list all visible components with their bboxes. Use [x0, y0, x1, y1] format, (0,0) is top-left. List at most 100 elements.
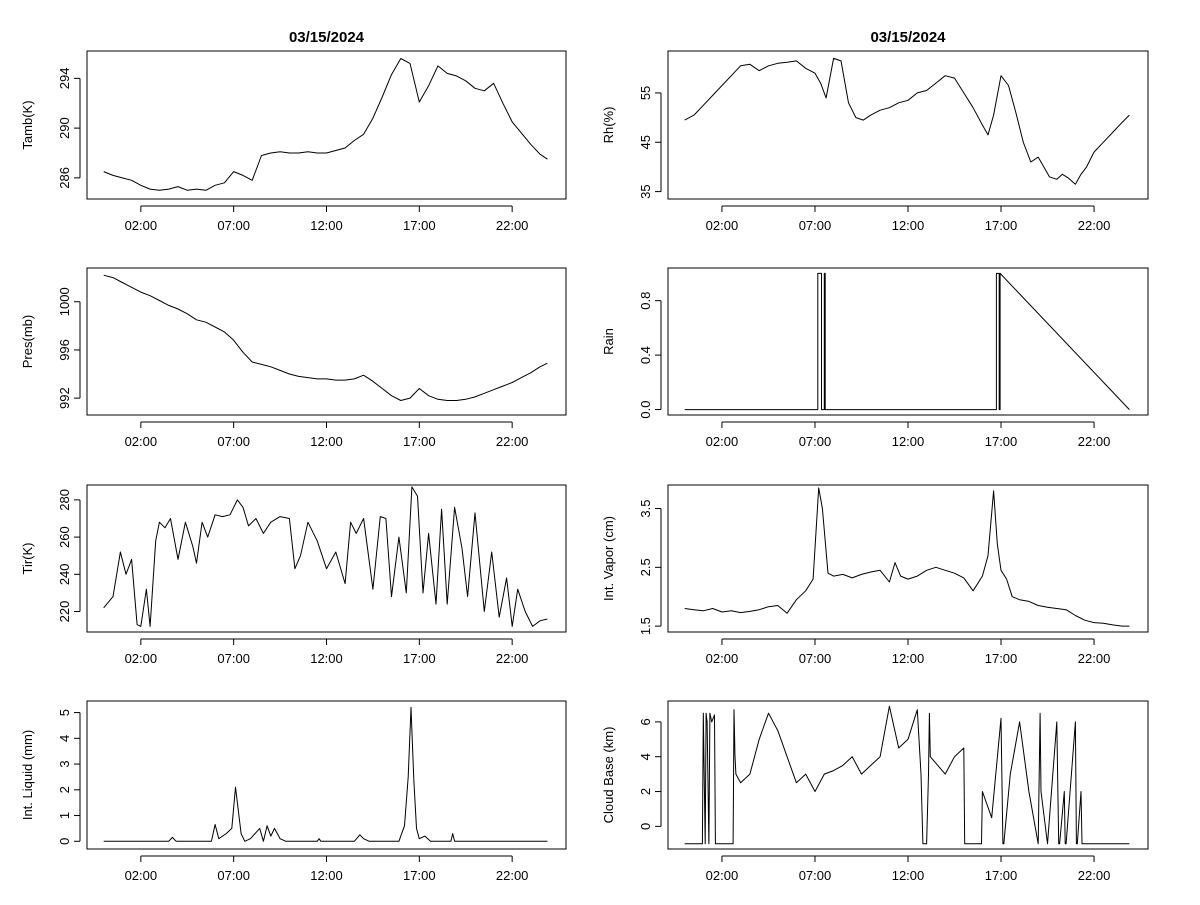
- x-tick-label-vapor: 07:00: [799, 651, 832, 666]
- y-tick-label-rain: 0.8: [638, 292, 653, 310]
- x-tick-label-pres: 22:00: [496, 434, 529, 449]
- x-tick-label-liquid: 07:00: [217, 868, 250, 883]
- y-tick-label-pres: 992: [57, 387, 72, 409]
- x-tick-label-cloud: 07:00: [799, 868, 832, 883]
- x-tick-label-tir: 17:00: [403, 651, 436, 666]
- panel-rh: 03/15/2024 Rh(%) 35 45 55 02:00 07:00 12:00 17:0…: [601, 29, 1149, 233]
- y-tick-label-pres: 996: [57, 339, 72, 361]
- x-tick-label-vapor: 12:00: [892, 651, 925, 666]
- series-line-cloud: [684, 705, 1130, 845]
- x-tick-label-vapor: 22:00: [1078, 651, 1111, 666]
- plot-frame-tamb: [86, 50, 567, 200]
- y-tick-label-rain: 0.0: [638, 401, 653, 419]
- y-tick-label-liquid: 0: [57, 838, 72, 845]
- y-tick-label-rh: 35: [638, 184, 653, 198]
- y-axis-label-rain: Rain: [601, 328, 616, 355]
- y-tick-label-cloud: 4: [638, 753, 653, 760]
- series-line-tir: [103, 486, 548, 627]
- y-tick-label-liquid: 5: [57, 709, 72, 716]
- y-tick-label-tamb: 286: [57, 167, 72, 189]
- y-tick-label-rain: 0.4: [638, 346, 653, 364]
- x-tick-label-liquid: 12:00: [310, 868, 343, 883]
- x-tick-label-tir: 22:00: [496, 651, 529, 666]
- x-tick-label-rain: 17:00: [985, 434, 1018, 449]
- x-tick-label-rh: 07:00: [799, 218, 832, 233]
- x-tick-label-pres: 12:00: [310, 434, 343, 449]
- panel-cloud: Cloud Base (km) 0 2 4 6 02:00 07:00 12:00 17:00 2…: [601, 700, 1149, 883]
- x-tick-label-rain: 02:00: [706, 434, 739, 449]
- panel-liquid: Int. Liquid (mm) 0 1 2 3 4 5 02:00 07:00 12:00 17:…: [20, 700, 567, 883]
- x-tick-label-cloud: 02:00: [706, 868, 739, 883]
- y-axis-label-liquid: Int. Liquid (mm): [20, 730, 35, 820]
- x-tick-label-liquid: 02:00: [125, 868, 158, 883]
- y-axis-label-vapor: Int. Vapor (cm): [601, 516, 616, 601]
- x-tick-label-liquid: 17:00: [403, 868, 436, 883]
- x-tick-label-tamb: 17:00: [403, 218, 436, 233]
- x-tick-label-cloud: 12:00: [892, 868, 925, 883]
- y-tick-label-liquid: 3: [57, 760, 72, 767]
- y-tick-label-tir: 260: [57, 526, 72, 548]
- plot-frame-tir: [86, 484, 567, 633]
- series-line-vapor: [684, 487, 1130, 627]
- chart-title-rh: 03/15/2024: [870, 29, 946, 46]
- x-tick-label-rh: 12:00: [892, 218, 925, 233]
- y-tick-label-tamb: 294: [57, 68, 72, 90]
- x-tick-label-tir: 12:00: [310, 651, 343, 666]
- x-tick-label-cloud: 22:00: [1078, 868, 1111, 883]
- panel-tir: Tir(K) 220 240 260 280 02:00 07:00 12:00 17:00 22…: [20, 484, 567, 666]
- panel-rain: Rain 0.0 0.4 0.8 02:00 07:00 12:00 17:00 22:00: [601, 267, 1149, 449]
- x-tick-label-cloud: 17:00: [985, 868, 1018, 883]
- series-line-pres: [103, 274, 548, 401]
- y-tick-label-tamb: 290: [57, 117, 72, 139]
- panel-pres: Pres(mb) 992 996 1000 02:00 07:00 12:00 17:00 22…: [20, 267, 567, 449]
- x-tick-label-tamb: 02:00: [125, 218, 158, 233]
- y-tick-label-cloud: 6: [638, 718, 653, 725]
- y-tick-label-cloud: 0: [638, 823, 653, 830]
- y-tick-label-tir: 280: [57, 489, 72, 511]
- y-axis-label-tamb: Tamb(K): [20, 100, 35, 149]
- x-tick-label-rain: 12:00: [892, 434, 925, 449]
- plot-frame-vapor: [667, 484, 1149, 633]
- series-line-rain: [684, 272, 1130, 411]
- y-axis-label-rh: Rh(%): [601, 107, 616, 144]
- plot-frame-rh: [667, 50, 1149, 200]
- x-tick-label-rh: 02:00: [706, 218, 739, 233]
- y-tick-label-tir: 220: [57, 601, 72, 623]
- x-tick-label-vapor: 02:00: [706, 651, 739, 666]
- panel-tamb: 03/15/2024 Tamb(K) 286 290 294 02:00 07:00 12:0…: [20, 29, 567, 233]
- y-tick-label-liquid: 2: [57, 786, 72, 793]
- y-tick-label-rh: 45: [638, 135, 653, 149]
- y-tick-label-vapor: 2.5: [638, 558, 653, 576]
- y-axis-label-tir: Tir(K): [20, 542, 35, 574]
- y-axis-label-cloud: Cloud Base (km): [601, 727, 616, 824]
- x-tick-label-rain: 22:00: [1078, 434, 1111, 449]
- y-tick-label-rh: 55: [638, 86, 653, 100]
- x-tick-label-pres: 02:00: [125, 434, 158, 449]
- plot-frame-liquid: [86, 700, 567, 850]
- y-tick-label-pres: 1000: [57, 287, 72, 316]
- y-tick-label-vapor: 1.5: [638, 617, 653, 635]
- x-tick-label-rh: 22:00: [1078, 218, 1111, 233]
- y-tick-label-tir: 240: [57, 563, 72, 585]
- series-line-tamb: [103, 58, 548, 191]
- x-tick-label-rain: 07:00: [799, 434, 832, 449]
- x-tick-label-pres: 07:00: [217, 434, 250, 449]
- plot-frame-cloud: [667, 700, 1149, 850]
- x-tick-label-tamb: 22:00: [496, 218, 529, 233]
- x-tick-label-vapor: 17:00: [985, 651, 1018, 666]
- plot-frame-rain: [667, 267, 1149, 416]
- chart-title-tamb: 03/15/2024: [289, 29, 365, 46]
- x-tick-label-tamb: 12:00: [310, 218, 343, 233]
- x-tick-label-rh: 17:00: [985, 218, 1018, 233]
- y-tick-label-liquid: 1: [57, 812, 72, 819]
- panel-vapor: Int. Vapor (cm) 1.5 2.5 3.5 02:00 07:00 12:00 1…: [601, 484, 1149, 666]
- x-tick-label-liquid: 22:00: [496, 868, 529, 883]
- x-tick-label-tamb: 07:00: [217, 218, 250, 233]
- series-line-rh: [684, 57, 1130, 185]
- x-tick-label-pres: 17:00: [403, 434, 436, 449]
- y-tick-label-liquid: 4: [57, 735, 72, 742]
- series-line-liquid: [103, 706, 548, 842]
- x-tick-label-tir: 02:00: [125, 651, 158, 666]
